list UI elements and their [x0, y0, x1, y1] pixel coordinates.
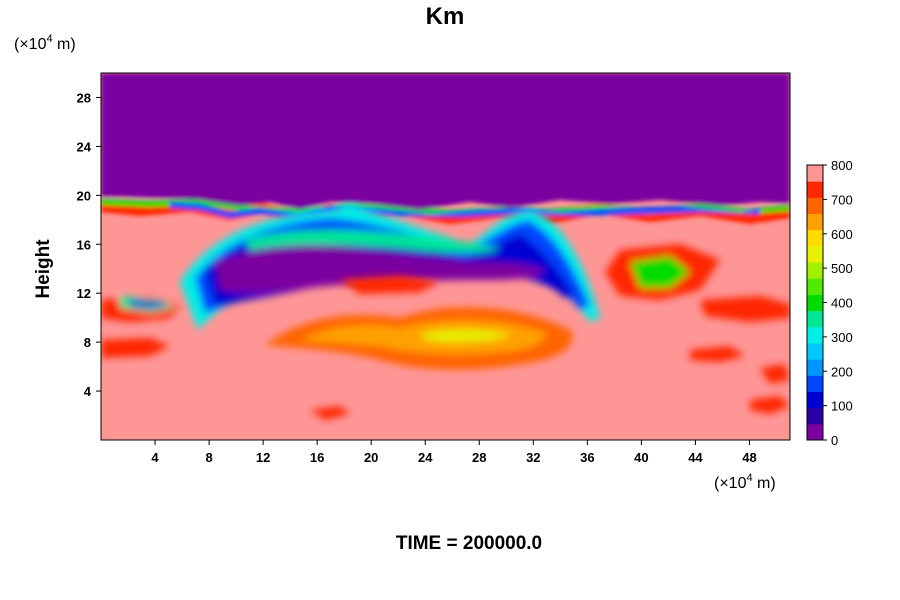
y-axis-unit: (×104 m)	[14, 33, 76, 53]
y-tick-label: 24	[77, 139, 92, 154]
x-tick-label: 12	[256, 450, 270, 465]
y-tick-label: 16	[77, 237, 91, 252]
chart-title: Km	[426, 3, 465, 30]
lower-warm-region	[101, 244, 790, 420]
top-region	[101, 73, 790, 197]
colorbar-segment	[807, 181, 823, 198]
x-tick-label: 28	[472, 450, 486, 465]
colorbar-segment	[807, 294, 823, 312]
colorbar-tick-label: 400	[831, 296, 853, 311]
heatmap-field	[101, 73, 790, 440]
colorbar-tick-label: 200	[831, 364, 853, 379]
time-label: TIME = 200000.0	[396, 533, 542, 554]
y-tick-label: 4	[84, 384, 92, 399]
x-tick-label: 4	[151, 450, 159, 465]
colorbar-segment	[807, 359, 823, 376]
y-tick-label: 12	[77, 286, 91, 301]
x-tick-label: 36	[580, 450, 594, 465]
upper-region	[101, 73, 790, 225]
colorbar-segment	[807, 213, 823, 231]
colorbar-segment	[807, 342, 823, 360]
y-tick-label: 28	[77, 90, 91, 105]
y-tick-label: 8	[84, 335, 91, 350]
colorbar-tick-label: 100	[831, 399, 853, 414]
colorbar-segment	[807, 278, 823, 295]
y-axis-label: Height	[33, 239, 54, 299]
colorbar-tick-label: 800	[831, 158, 853, 173]
x-tick-label: 32	[526, 450, 540, 465]
plot-frame	[100, 72, 791, 441]
colorbar-tick-label: 600	[831, 227, 853, 242]
x-tick-label: 8	[205, 450, 212, 465]
colorbar: 0 100 200 300 400 500 600 700 800	[806, 158, 853, 448]
x-tick-label: 44	[688, 450, 703, 465]
colorbar-segment	[807, 229, 823, 247]
y-tick-label: 20	[77, 188, 91, 203]
colorbar-tick-label: 300	[831, 330, 853, 345]
y-axis: 4 8 12 16 20 24 28	[77, 90, 101, 399]
colorbar-segment	[807, 423, 823, 441]
colorbar-segment	[807, 165, 823, 182]
x-tick-label: 20	[364, 450, 378, 465]
x-tick-label: 48	[742, 450, 756, 465]
colorbar-segment	[807, 407, 823, 425]
x-axis: 4 8 12 16 20 24 28 32 36 40 44 48	[151, 440, 757, 465]
x-tick-label: 16	[310, 450, 324, 465]
colorbar-segment	[807, 262, 823, 279]
x-axis-unit: (×104 m)	[714, 472, 776, 492]
x-tick-label: 24	[418, 450, 433, 465]
colorbar-segment	[807, 245, 823, 263]
central-arc	[180, 204, 600, 330]
colorbar-segment	[807, 310, 823, 328]
colorbar-tick-label: 700	[831, 192, 853, 207]
colorbar-segment	[807, 375, 823, 392]
colorbar-segment	[807, 326, 823, 344]
x-tick-label: 40	[634, 450, 648, 465]
colorbar-segment	[807, 391, 823, 409]
colorbar-tick-label: 500	[831, 261, 853, 276]
colorbar-tick-label: 0	[831, 433, 838, 448]
colorbar-segment	[807, 197, 823, 215]
